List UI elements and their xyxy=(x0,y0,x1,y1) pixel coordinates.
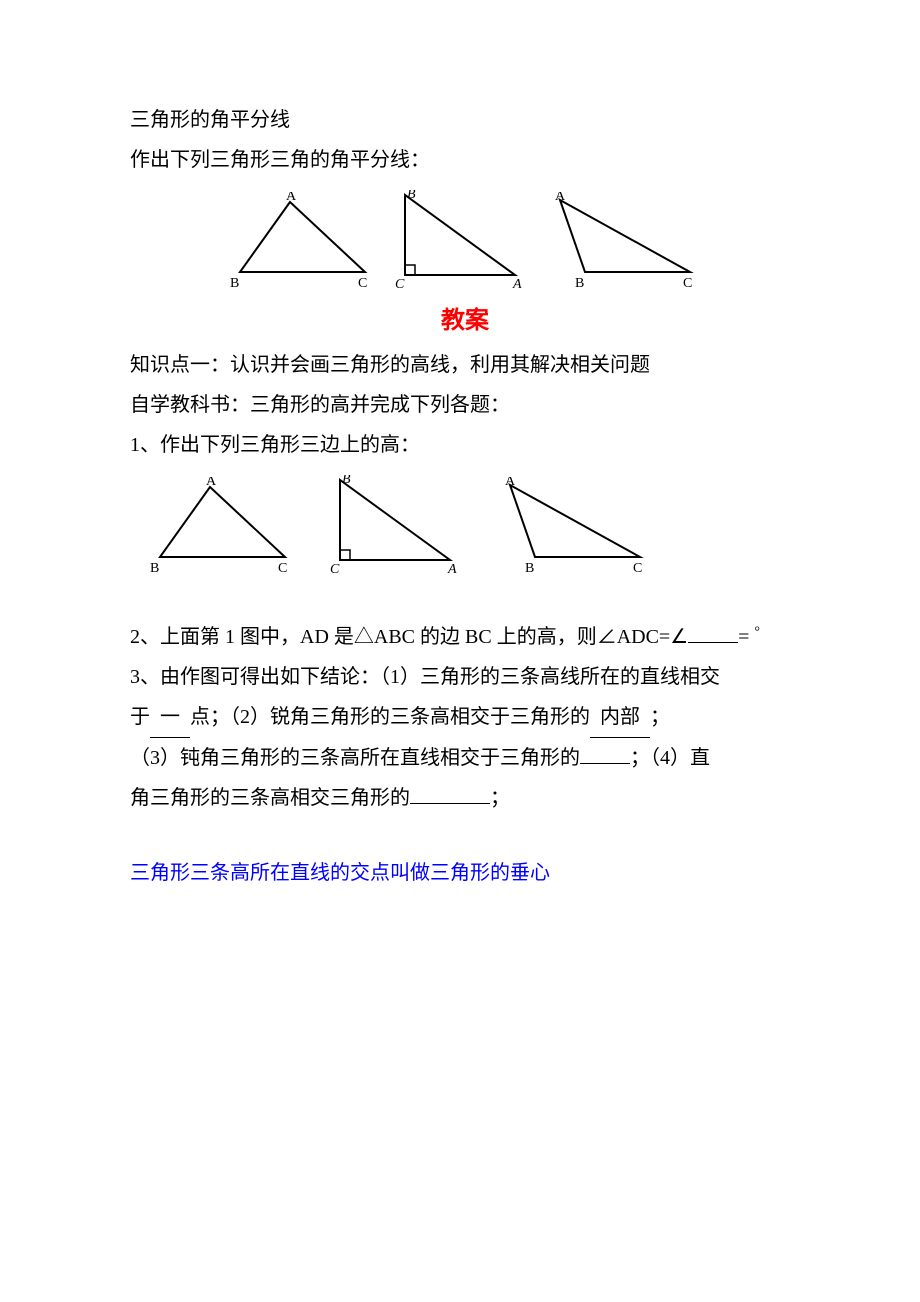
q3c-pre: （3）钝角三角形的三条高所在直线相交于三角形的 xyxy=(130,747,580,769)
triangle-row-2: A B C B C A A B C xyxy=(150,475,800,577)
svg-text:B: B xyxy=(342,475,351,487)
q3d-pre: 角三角形的三条高相交三角形的 xyxy=(130,787,410,809)
blank-inner: 内部 xyxy=(590,697,650,738)
svg-text:A: A xyxy=(555,192,566,204)
svg-text:A: A xyxy=(512,277,522,292)
knowledge-point-1: 知识点一：认识并会画三角形的高线，利用其解决相关问题 xyxy=(130,345,800,385)
acute-triangle-1: A B C xyxy=(230,192,375,292)
instruction-bisector: 作出下列三角形三角的角平分线： xyxy=(130,140,800,180)
svg-text:C: C xyxy=(278,561,287,576)
question-2: 2、上面第 1 图中，AD 是△ABC 的边 BC 上的高，则∠ADC=∠ = ° xyxy=(130,617,800,657)
svg-text:A: A xyxy=(447,562,457,577)
svg-text:C: C xyxy=(633,561,642,576)
blank-one: 一 xyxy=(150,697,190,738)
blank-obtuse xyxy=(580,743,630,764)
degree-symbol: ° xyxy=(754,624,760,639)
svg-text:C: C xyxy=(330,562,340,577)
right-triangle-2: B C A xyxy=(330,475,460,577)
q2-text-post: = xyxy=(738,626,749,648)
q3b-end: ； xyxy=(650,706,670,728)
svg-text:B: B xyxy=(230,276,239,291)
obtuse-triangle-2: A B C xyxy=(495,477,650,577)
question-3-line2: 于一点；（2）锐角三角形的三条高相交于三角形的内部； xyxy=(130,697,800,738)
svg-text:C: C xyxy=(395,277,405,292)
question-1: 1、作出下列三角形三边上的高： xyxy=(130,425,800,465)
q2-text-pre: 2、上面第 1 图中，AD 是△ABC 的边 BC 上的高，则∠ADC=∠ xyxy=(130,626,688,648)
obtuse-triangle-1: A B C xyxy=(545,192,700,292)
heading-bisector: 三角形的角平分线 xyxy=(130,100,800,140)
question-3-line1: 3、由作图可得出如下结论：（1）三角形的三条高线所在的直线相交 xyxy=(130,657,800,697)
svg-text:B: B xyxy=(525,561,534,576)
triangle-row-1: A B C B C A A B C xyxy=(130,190,800,292)
acute-triangle-2: A B C xyxy=(150,477,295,577)
svg-text:B: B xyxy=(575,276,584,291)
q3b-pre: 于 xyxy=(130,706,150,728)
q3b-post: 点；（2）锐角三角形的三条高相交于三角形的 xyxy=(190,706,590,728)
svg-text:C: C xyxy=(358,276,367,291)
right-triangle-1: B C A xyxy=(395,190,525,292)
svg-text:A: A xyxy=(206,477,217,489)
orthocenter-note: 三角形三条高所在直线的交点叫做三角形的垂心 xyxy=(130,853,800,893)
question-3-line4: 角三角形的三条高相交三角形的 ； xyxy=(130,778,800,818)
svg-text:C: C xyxy=(683,276,692,291)
q3c-post: ；（4）直 xyxy=(630,747,710,769)
svg-text:B: B xyxy=(150,561,159,576)
svg-text:B: B xyxy=(407,190,416,202)
question-3-line3: （3）钝角三角形的三条高所在直线相交于三角形的 ；（4）直 xyxy=(130,738,800,778)
blank-angle xyxy=(688,622,738,643)
self-study-note: 自学教科书：三角形的高并完成下列各题： xyxy=(130,385,800,425)
svg-text:A: A xyxy=(505,477,516,489)
lesson-plan-title: 教案 xyxy=(130,297,800,345)
q3d-post: ； xyxy=(490,787,510,809)
svg-text:A: A xyxy=(286,192,297,204)
blank-right xyxy=(410,783,490,804)
